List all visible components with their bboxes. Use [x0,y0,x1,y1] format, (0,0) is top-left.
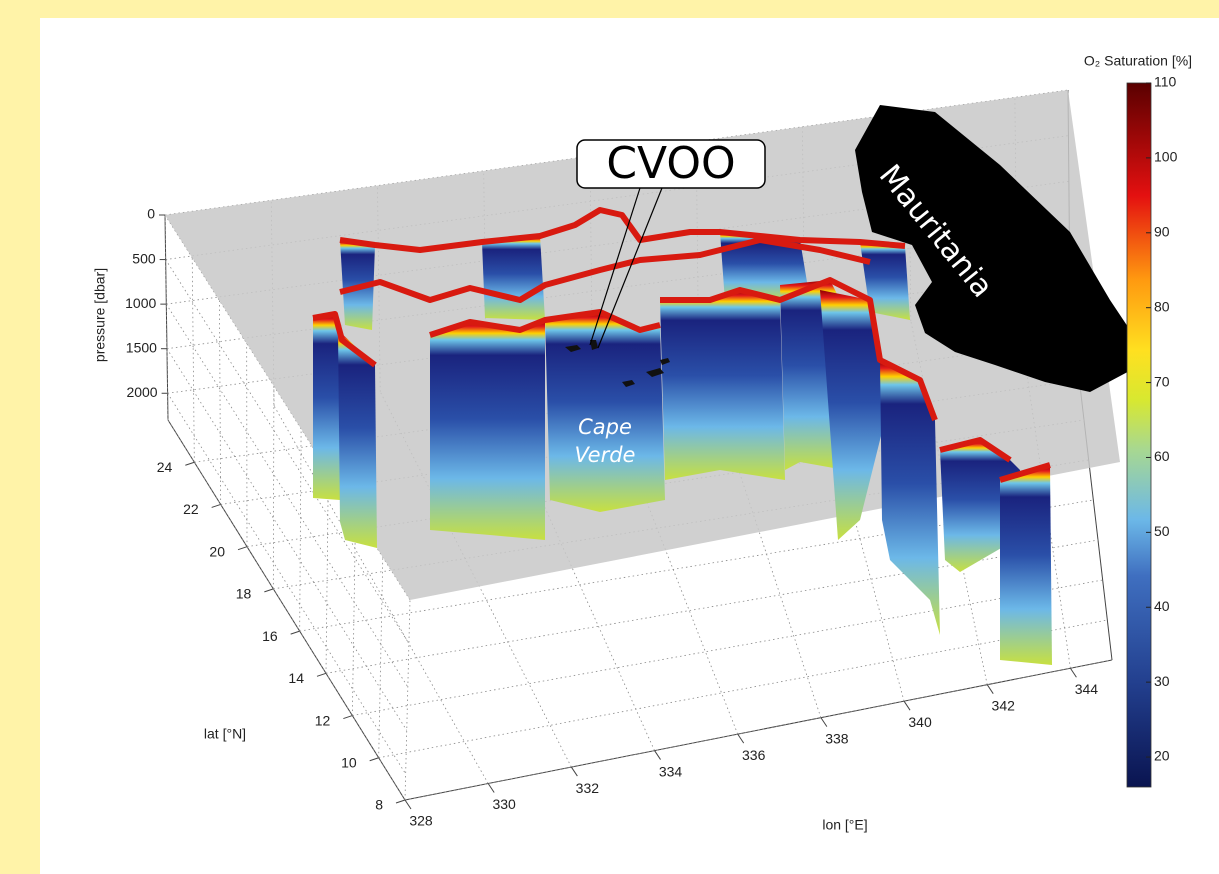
tick-mark [571,767,577,776]
tick-mark [1070,668,1076,677]
chart: Mauritania CapeVerde CVOO 32833033233433… [0,0,1219,874]
tick-mark [655,751,661,760]
tick-mark [264,589,273,592]
grid-line [326,472,328,674]
axis-edge [165,215,168,420]
z-tick-label: 500 [132,250,156,266]
section [313,314,342,500]
x-tick-label: 344 [1075,681,1099,697]
section [430,320,545,540]
tick-mark [821,718,827,727]
z-axis-label: pressure [dbar] [92,268,108,362]
tick-mark [405,800,411,809]
x-tick-label: 340 [908,714,932,730]
y-tick-label: 8 [375,797,383,813]
grid-line [405,660,1112,800]
colorbar-tick-label: 30 [1154,673,1170,689]
x-tick-label: 334 [659,763,683,779]
x-tick-label: 336 [742,747,766,763]
tick-mark [904,701,910,710]
colorbar-tick-label: 70 [1154,373,1170,389]
cvoo-label: CVOO [606,138,735,189]
x-tick-label: 330 [492,796,516,812]
section [1000,465,1052,665]
cape-verde-label-line: Cape [578,415,632,439]
y-tick-label: 22 [183,501,199,517]
grid-line [273,386,274,589]
grid-line [300,429,301,631]
colorbar-scale [1127,83,1151,787]
grid-line [379,557,383,758]
tick-mark [212,504,221,507]
tick-mark [291,631,300,634]
colorbar-tick-label: 100 [1154,149,1178,165]
z-tick-label: 1000 [125,295,156,311]
tick-mark [738,734,744,743]
colorbar-tick-label: 80 [1154,298,1170,314]
y-tick-label: 14 [288,670,304,686]
z-tick-label: 0 [147,206,155,222]
tick-mark [343,716,352,719]
y-tick-label: 20 [209,543,225,559]
tick-mark [185,462,194,465]
x-tick-label: 342 [992,697,1016,713]
y-tick-label: 24 [157,459,173,475]
x-tick-label: 332 [576,780,600,796]
colorbar-label: O₂ Saturation [%] [1084,53,1192,69]
section [545,312,665,512]
section [482,236,545,320]
colorbar: 20 30 40 50 60 70 80 90 100 110 [1127,74,1178,787]
colorbar-tick-label: 60 [1154,448,1170,464]
colorbar-tick-label: 90 [1154,223,1170,239]
tick-mark [238,547,247,550]
tick-mark [396,800,405,803]
z-tick-label: 2000 [126,384,157,400]
tick-mark [987,685,993,694]
grid-line [352,580,1102,716]
y-tick-label: 16 [262,628,278,644]
x-tick-label: 328 [409,813,433,829]
colorbar-tick-label: 40 [1154,598,1170,614]
grid-line [379,620,1108,758]
y-tick-label: 18 [236,586,252,602]
y-tick-label: 12 [315,712,331,728]
page: Mauritania CapeVerde CVOO 32833033233433… [0,0,1219,874]
y-axis-label: lat [°N] [204,726,246,742]
x-tick-label: 338 [825,730,849,746]
z-tick-label: 1500 [126,339,157,355]
grid-line [405,600,410,800]
colorbar-tick-label: 20 [1154,748,1170,764]
colorbar-tick-label: 50 [1154,523,1170,539]
tick-mark [317,673,326,676]
y-tick-label: 10 [341,754,357,770]
tick-mark [488,784,494,793]
colorbar-tick-label: 110 [1154,74,1177,90]
x-axis-label: lon [°E] [822,817,867,833]
section [660,290,785,480]
grid-line [192,258,194,462]
grid-line [219,301,220,505]
tick-mark [370,758,379,761]
cape-verde-label-line: Verde [575,443,636,467]
